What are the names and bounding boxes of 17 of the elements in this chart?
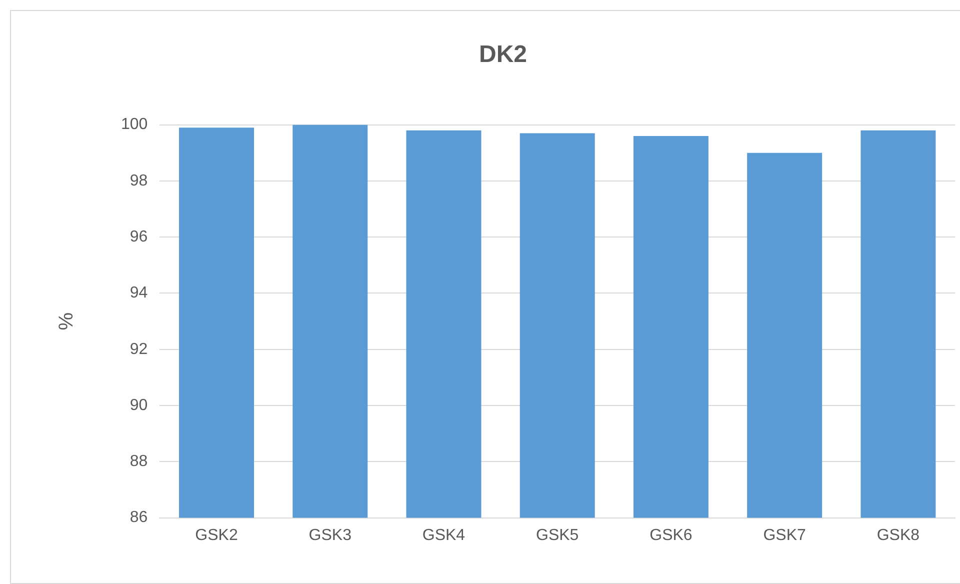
x-tick-label: GSK2 — [195, 526, 238, 544]
y-axis-title: % — [56, 312, 78, 330]
y-tick-label: 94 — [130, 284, 148, 302]
y-tick-label: 100 — [120, 116, 148, 134]
y-tick-label: 88 — [130, 453, 148, 470]
y-tick-label: 92 — [130, 340, 148, 358]
x-tick-label: GSK5 — [536, 526, 579, 544]
y-tick-label: 98 — [130, 172, 148, 190]
x-tick-label: GSK8 — [876, 526, 920, 544]
chart-title: DK2 — [478, 41, 528, 68]
y-tick-label: 96 — [130, 228, 148, 246]
x-tick-label: GSK7 — [763, 526, 806, 544]
x-tick-label: GSK3 — [308, 526, 352, 544]
y-tick-label: 86 — [130, 509, 148, 526]
x-tick-label: GSK4 — [422, 526, 466, 544]
y-tick-label: 90 — [130, 396, 148, 414]
x-tick-label: GSK6 — [650, 526, 692, 544]
